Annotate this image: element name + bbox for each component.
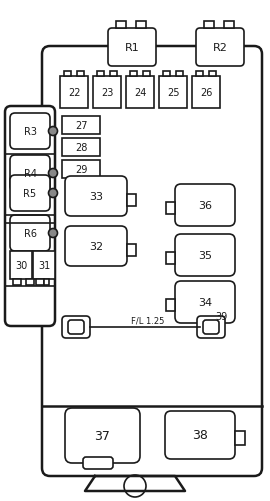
Bar [166,202,175,214]
Bar [60,77,88,109]
Text: 34: 34 [198,298,212,308]
Circle shape [49,169,58,178]
Bar [166,253,175,265]
FancyBboxPatch shape [65,408,140,463]
FancyBboxPatch shape [83,457,113,469]
Text: R4: R4 [23,169,36,179]
Bar [93,77,121,109]
FancyBboxPatch shape [175,282,235,323]
Bar [97,72,104,77]
Text: 31: 31 [38,261,50,271]
Bar [26,280,34,286]
Bar [44,280,49,286]
Text: 37: 37 [94,429,110,442]
Text: R5: R5 [23,188,36,198]
FancyBboxPatch shape [68,320,84,334]
Text: 23: 23 [101,88,113,98]
FancyBboxPatch shape [203,320,219,334]
Circle shape [49,189,58,198]
Bar [163,72,170,77]
Text: 24: 24 [134,88,146,98]
FancyBboxPatch shape [165,411,235,459]
FancyBboxPatch shape [62,316,90,338]
Text: 22: 22 [68,88,80,98]
Text: 33: 33 [89,191,103,201]
FancyBboxPatch shape [65,226,127,267]
Text: 29: 29 [75,165,87,175]
Circle shape [49,229,58,238]
FancyBboxPatch shape [175,185,235,226]
Bar [62,161,100,179]
Bar [116,22,126,29]
Text: 26: 26 [200,88,212,98]
Bar [33,252,55,280]
Circle shape [124,475,146,497]
Bar [62,139,100,157]
Text: F/L 1.25: F/L 1.25 [131,316,165,325]
FancyBboxPatch shape [175,234,235,277]
FancyBboxPatch shape [42,47,262,476]
Bar [62,117,100,135]
Bar [127,194,136,206]
Bar [126,77,154,109]
Bar [209,72,216,77]
Text: 35: 35 [198,250,212,261]
FancyBboxPatch shape [10,215,50,252]
Bar [224,22,234,29]
Text: R6: R6 [23,228,36,238]
FancyBboxPatch shape [10,176,50,211]
Bar [143,72,150,77]
Bar [77,72,84,77]
Bar [130,72,137,77]
Bar [13,280,21,286]
Circle shape [49,127,58,136]
Text: 25: 25 [167,88,179,98]
Text: R3: R3 [23,127,36,137]
Bar [235,431,245,445]
Bar [176,72,183,77]
Bar [110,72,117,77]
Bar [159,77,187,109]
Bar [204,22,214,29]
Text: 38: 38 [192,429,208,441]
Text: R1: R1 [125,43,139,53]
FancyBboxPatch shape [10,114,50,150]
Bar [196,72,203,77]
Bar [136,22,146,29]
Text: 28: 28 [75,143,87,153]
Text: 36: 36 [198,200,212,210]
Bar [166,300,175,312]
Text: 39: 39 [215,312,227,321]
Bar [192,77,220,109]
FancyBboxPatch shape [108,29,156,67]
Text: 30: 30 [15,261,27,271]
Text: R2: R2 [212,43,227,53]
Text: 27: 27 [75,121,87,131]
FancyBboxPatch shape [65,177,127,216]
FancyBboxPatch shape [10,156,50,191]
FancyBboxPatch shape [196,29,244,67]
Bar [64,72,71,77]
FancyBboxPatch shape [197,316,225,338]
Bar [127,244,136,257]
FancyBboxPatch shape [5,107,55,326]
Bar [10,252,32,280]
Bar [36,280,44,286]
Text: 32: 32 [89,241,103,252]
